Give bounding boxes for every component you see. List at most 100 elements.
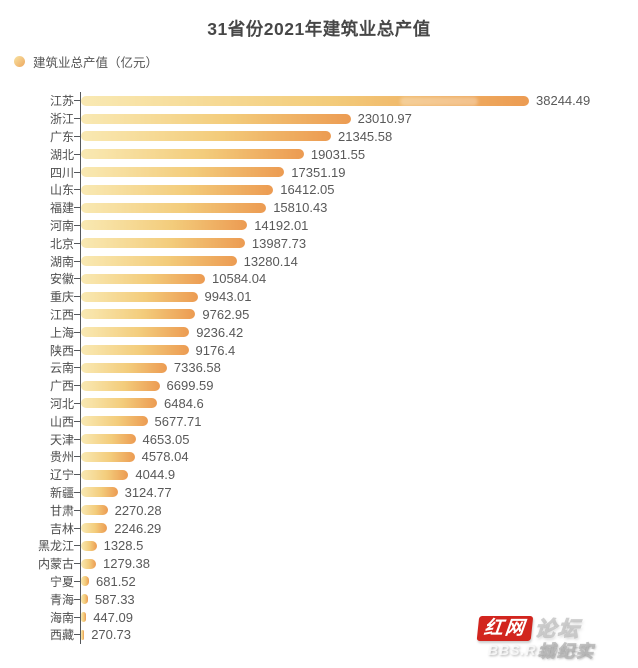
category-label: 湖北 [49,147,74,162]
category-label: 广西 [49,379,74,394]
axis-tick [74,474,80,476]
bar[interactable] [81,416,148,427]
axis-tick [74,207,80,209]
bar[interactable] [81,327,190,338]
axis-tick [74,509,80,511]
value-label: 17351.19 [291,164,346,180]
bar[interactable] [81,594,88,605]
axis-tick [74,456,80,458]
value-label: 6699.59 [166,378,214,394]
bar[interactable] [81,220,248,231]
category-label: 宁夏 [49,574,74,589]
category-label: 广东 [49,129,74,144]
category-label: 河北 [49,396,74,411]
bar-row: 山西 5677.71 [14,412,624,430]
category-label: 河南 [49,218,74,233]
bar[interactable] [81,202,267,213]
bar[interactable] [81,273,205,284]
bar-row: 江苏 38244.49 [14,92,624,110]
bar[interactable] [81,345,189,356]
chart-title: 31省份2021年建筑业总产值 [207,19,431,39]
category-label: 山西 [49,414,74,429]
axis-tick [74,153,80,155]
bar-row: 辽宁 4044.9 [14,466,624,484]
bar[interactable] [81,95,529,106]
bar-row: 河北 6484.6 [14,395,624,413]
value-label: 447.09 [93,609,133,625]
axis-tick [74,224,80,226]
bar[interactable] [81,558,96,569]
category-label: 四川 [49,165,74,180]
value-label: 38244.49 [536,93,591,109]
bar-row: 宁夏 681.52 [14,573,624,591]
bar[interactable] [81,309,196,320]
axis-tick [74,367,80,369]
bar-row: 四川 17351.19 [14,163,624,181]
axis-tick [74,402,80,404]
value-label: 4578.04 [141,449,189,465]
value-label: 6484.6 [164,395,204,411]
bar[interactable] [81,380,160,391]
axis-tick [74,349,80,351]
value-label: 1279.38 [103,556,150,572]
category-label: 海南 [49,610,74,625]
bar[interactable] [81,256,237,267]
bar[interactable] [81,523,108,534]
value-label: 5677.71 [154,413,202,429]
bar-row: 吉林 2246.29 [14,519,624,537]
bar-row: 江西 9762.95 [14,306,624,324]
bar[interactable] [81,167,285,178]
bar[interactable] [81,487,118,498]
bar[interactable] [81,149,304,160]
bar-row: 重庆 9943.01 [14,288,624,306]
category-label: 吉林 [49,521,74,536]
category-label: 内蒙古 [37,557,74,572]
bar-row: 河南 14192.01 [14,217,624,235]
category-label: 江西 [49,307,74,322]
axis-tick [74,100,80,102]
bar[interactable] [81,576,89,587]
bar-row: 甘肃 2270.28 [14,501,624,519]
bar[interactable] [81,434,136,445]
value-label: 13987.73 [251,235,307,251]
bar[interactable] [81,291,198,302]
bar[interactable] [81,113,351,124]
bar[interactable] [81,238,245,249]
bar-row: 广西 6699.59 [14,377,624,395]
value-label: 2246.29 [114,520,162,536]
bar[interactable] [81,469,129,480]
value-label: 270.73 [91,627,131,643]
bar-row: 安徽 10584.04 [14,270,624,288]
category-label: 辽宁 [49,468,74,483]
value-label: 14192.01 [254,217,309,233]
bar[interactable] [81,540,97,551]
bar[interactable] [81,612,87,622]
bar-row: 云南 7336.58 [14,359,624,377]
bar-row: 陕西 9176.4 [14,341,624,359]
value-label: 9762.95 [202,306,250,322]
bar[interactable] [81,362,167,373]
axis-tick [74,527,80,529]
legend-marker-icon [14,55,25,67]
value-label: 7336.58 [173,360,221,376]
bar-row: 天津 4653.05 [14,430,624,448]
bar[interactable] [81,398,157,409]
bar-row: 新疆 3124.77 [14,484,624,502]
category-label: 山东 [49,183,74,198]
bar-row: 上海 9236.42 [14,323,624,341]
bar-row: 福建 15810.43 [14,199,624,217]
axis-tick [74,278,80,280]
category-label: 黑龙江 [37,539,74,554]
legend-item[interactable]: 建筑业总产值（亿元） [14,54,638,70]
axis-tick [74,545,80,547]
axis-tick [74,171,80,173]
category-label: 北京 [49,236,74,251]
bar[interactable] [81,184,274,195]
bar-row: 浙江 23010.97 [14,110,624,128]
bar[interactable] [81,505,108,516]
bar[interactable] [81,629,85,640]
y-axis-line [80,92,81,644]
bar[interactable] [81,451,135,462]
bar[interactable] [81,131,331,142]
